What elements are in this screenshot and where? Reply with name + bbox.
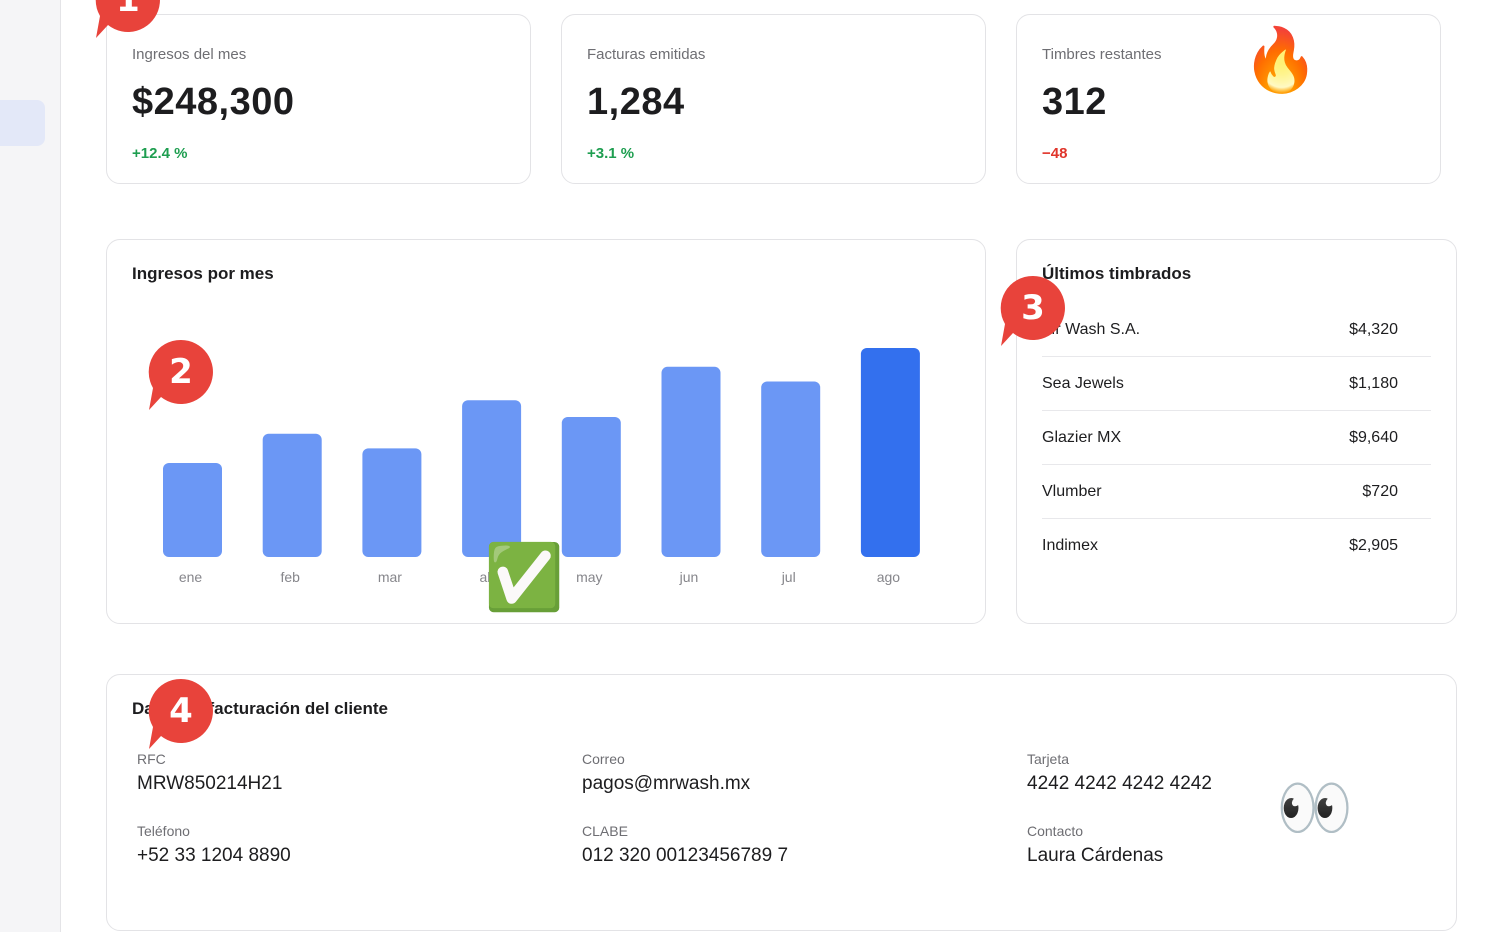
bar-may[interactable] [561,416,621,557]
list-item-name: Indimex [1042,537,1099,554]
fire-icon: 🔥 [1242,26,1320,95]
list-item[interactable]: Mr Wash S.A. $4,320 [1042,303,1431,357]
phone-value: +52 33 1204 8890 [137,845,291,866]
list-item-name: Sea Jewels [1042,374,1124,392]
list-item-name: Vlumber [1042,482,1102,500]
card-label: Tarjeta [1027,751,1070,767]
billing-card: Datos de facturación del cliente RFC MRW… [106,674,1457,931]
sidebar [0,0,61,932]
marker-number: 3 [1021,288,1045,328]
list-item-name: Mr Wash S.A. [1042,320,1141,338]
rfc-value: MRW850214H21 [137,773,283,794]
x-tick-label: jul [781,569,796,585]
bar-mar[interactable] [362,448,422,557]
phone-label: Teléfono [137,823,190,839]
x-tick-label: may [576,569,602,585]
list-item[interactable]: Sea Jewels $1,180 [1042,357,1431,411]
card-value: 4242 4242 4242 4242 [1027,773,1212,794]
list-item-amount: $1,180 [1349,374,1398,392]
bar-jun[interactable] [661,366,721,557]
list-item-amount: $2,905 [1349,537,1398,554]
list-item-amount: $9,640 [1349,428,1398,446]
bar-feb[interactable] [262,433,322,557]
email-label: Correo [582,751,625,767]
sidebar-active-item[interactable] [0,100,45,146]
kpi-value: 312 [1042,81,1107,123]
list-item[interactable]: Glazier MX $9,640 [1042,411,1431,465]
kpi-label: Timbres restantes [1042,46,1162,63]
list-item[interactable]: Indimex $2,905 [1042,519,1431,573]
kpi-label: Facturas emitidas [587,46,706,63]
check-icon: ✅ [484,541,564,613]
list-item-amount: $4,320 [1349,320,1398,338]
list-item-amount: $720 [1362,482,1398,500]
kpi-card-invoices: Facturas emitidas 1,284 +3.1 % [561,14,986,184]
marker-number: 2 [169,352,193,392]
clabe-label: CLABE [582,823,628,839]
bar-chart: ene feb mar abr may jun jul ago [163,348,920,585]
recent-list: Mr Wash S.A. $4,320 Sea Jewels $1,180 Gl… [1042,303,1431,573]
x-tick-label: mar [378,569,402,585]
kpi-value: 1,284 [587,81,685,123]
kpi-delta: +3.1 % [587,145,635,162]
recent-card: Últimos timbrados Mr Wash S.A. $4,320 Se… [1016,239,1457,624]
kpi-card-income: Ingresos del mes $248,300 +12.4 % [106,14,531,184]
kpi-card-stamps: Timbres restantes 312 −48 [1016,14,1441,184]
kpi-value: $248,300 [132,81,295,123]
x-tick-label: abr [479,569,500,585]
chart-card: Ingresos por mes ene feb mar abr may jun jul ag… [106,239,986,624]
marker-number: 1 [116,0,140,20]
annotation-marker-3: 3 [999,274,1067,346]
x-tick-label: ene [179,569,203,585]
annotation-marker-1: 1 [94,0,162,38]
marker-number: 4 [169,691,193,731]
annotation-marker-2: 2 [147,338,215,410]
kpi-label: Ingresos del mes [132,46,247,63]
list-item[interactable]: Vlumber $720 [1042,465,1431,519]
annotation-marker-4: 4 [147,677,215,749]
list-item-name: Glazier MX [1042,428,1122,446]
kpi-delta: +12.4 % [132,145,188,162]
x-tick-label: ago [877,569,901,585]
email-value: pagos@mrwash.mx [582,773,751,794]
bar-ene[interactable] [163,462,222,557]
recent-title: Últimos timbrados [1042,264,1192,283]
eyes-icon: 👀 [1276,774,1354,843]
kpi-delta: −48 [1042,145,1068,162]
rfc-label: RFC [137,751,166,767]
x-tick-label: feb [280,569,300,585]
contact-value: Laura Cárdenas [1027,845,1164,866]
bar-jul[interactable] [761,381,821,557]
bar-ago[interactable] [860,348,920,557]
clabe-value: 012 320 00123456789 7 [582,845,789,866]
x-tick-label: jun [679,569,699,585]
contact-label: Contacto [1027,823,1084,839]
bar-abr[interactable] [462,400,522,557]
chart-title: Ingresos por mes [132,264,274,283]
